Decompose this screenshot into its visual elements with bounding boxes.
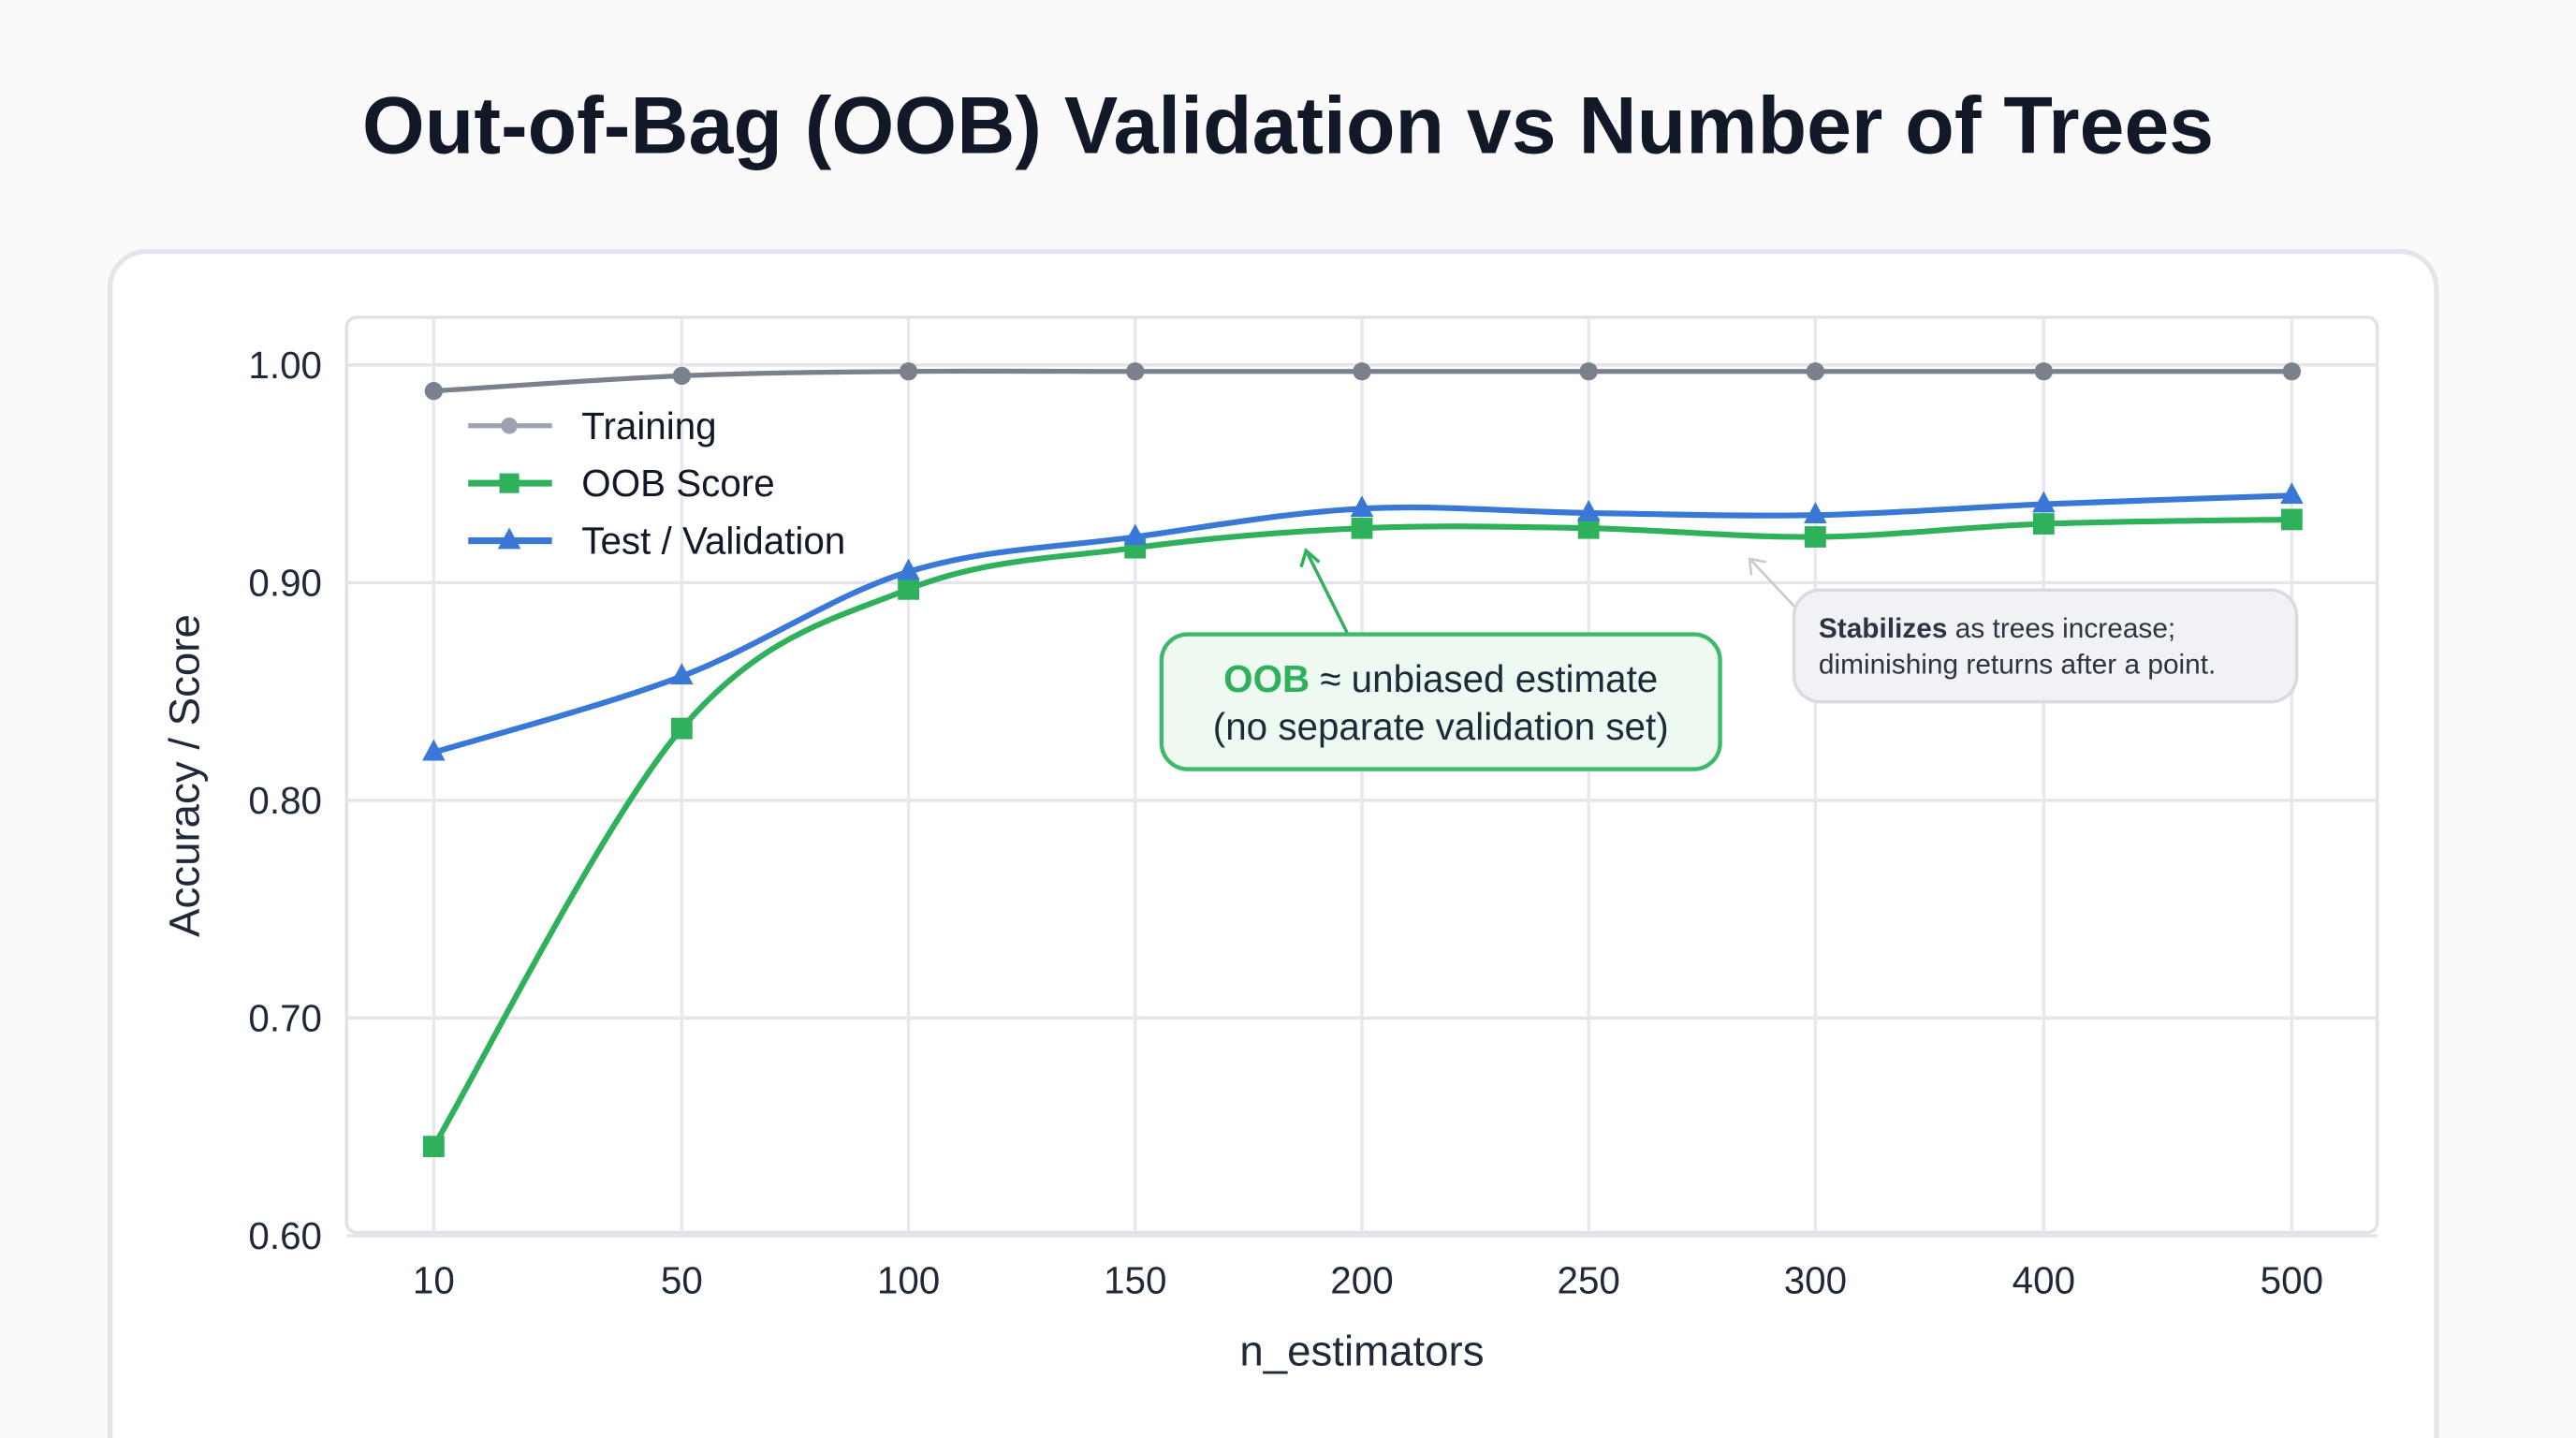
y-axis-ticks: 1.00 0.90 0.80 0.70 0.60 [248, 344, 322, 1257]
x-axis-label: n_estimators [1239, 1328, 1484, 1375]
y-tick-label: 1.00 [248, 344, 322, 387]
data-point-test-validation [1123, 523, 1148, 546]
x-tick-label: 400 [2012, 1258, 2075, 1301]
legend-oob-label: OOB Score [581, 462, 774, 505]
x-tick-label: 250 [1558, 1258, 1620, 1301]
data-point-test-validation [1576, 499, 1601, 521]
annotation-oob-arrow [1306, 552, 1349, 634]
annotation-oob-line1: OOB ≈ unbiased estimate [1223, 657, 1658, 700]
annotation-stabilizes-text: as trees increase; [1947, 613, 2175, 644]
x-tick-label: 100 [877, 1258, 940, 1301]
annotation-stabilizes-line1: Stabilizes as trees increase; [1819, 613, 2175, 644]
annotation-oob-box [1159, 632, 1722, 771]
data-point-training [424, 382, 443, 401]
data-point-oob-score [1577, 517, 1600, 539]
y-tick-label: 0.70 [248, 996, 322, 1039]
annotation-oob-text: ≈ unbiased estimate [1310, 657, 1658, 700]
data-point-training [1353, 362, 1371, 381]
grid [346, 318, 2378, 1238]
data-point-test-validation [1350, 495, 1374, 518]
y-axis-label: Accuracy / Score [160, 614, 208, 937]
legend-training-label: Training [581, 404, 716, 448]
legend: Training OOB Score Test / Validation [468, 404, 845, 563]
legend-oob-marker [499, 473, 520, 493]
data-point-oob-score [2280, 508, 2303, 531]
data-point-training [2034, 362, 2053, 381]
data-point-oob-score [422, 1136, 445, 1158]
annotation-stabilizes-arrow [1749, 559, 1800, 612]
data-point-oob-score [670, 717, 693, 740]
y-tick-label: 0.90 [248, 561, 322, 604]
x-tick-label: 500 [2261, 1258, 2323, 1301]
data-point-training [2282, 362, 2302, 381]
x-tick-label: 200 [1330, 1258, 1393, 1301]
x-axis-ticks: 10 50 100 150 200 250 300 400 500 [413, 1258, 2323, 1301]
data-point-test-validation [2280, 482, 2304, 505]
data-point-training [899, 362, 918, 381]
legend-test-label: Test / Validation [581, 520, 845, 563]
chart-title: Out-of-Bag (OOB) Validation vs Number of… [362, 81, 2214, 170]
annotation-oob: OOB ≈ unbiased estimate (no separate val… [1159, 547, 1722, 771]
data-point-training [672, 366, 692, 386]
annotation-oob-bold: OOB [1223, 657, 1310, 700]
data-point-test-validation [897, 558, 920, 580]
data-point-training [1579, 362, 1598, 381]
annotation-stabilizes-line2: diminishing returns after a point. [1819, 650, 2216, 681]
data-point-training [1126, 362, 1145, 381]
annotation-stabilizes-box [1792, 588, 2299, 704]
x-tick-label: 10 [413, 1258, 455, 1301]
legend-test-marker [497, 527, 521, 550]
y-tick-label: 0.80 [248, 779, 322, 822]
annotation-stabilizes-arrowhead [1748, 557, 1766, 576]
x-tick-label: 300 [1784, 1258, 1847, 1301]
annotation-stabilizes-bold: Stabilizes [1819, 613, 1948, 644]
data-point-test-validation [2032, 491, 2056, 513]
annotation-oob-arrowhead [1299, 547, 1321, 568]
data-point-oob-score [2032, 513, 2055, 535]
data-point-oob-score [1804, 526, 1826, 548]
data-point-test-validation [1804, 502, 1827, 524]
data-point-test-validation [670, 663, 694, 685]
annotation-stabilizes: Stabilizes as trees increase; diminishin… [1748, 557, 2299, 704]
data-point-training [1806, 362, 1825, 381]
data-point-oob-score [1351, 517, 1373, 539]
y-tick-label: 0.60 [248, 1214, 322, 1257]
series-group [422, 362, 2304, 1158]
data-point-oob-score [898, 578, 919, 600]
annotation-oob-line2: (no separate validation set) [1213, 705, 1669, 748]
x-tick-label: 50 [661, 1258, 703, 1301]
data-point-test-validation [422, 739, 446, 761]
legend-training-marker [501, 417, 518, 434]
x-tick-label: 150 [1104, 1258, 1166, 1301]
